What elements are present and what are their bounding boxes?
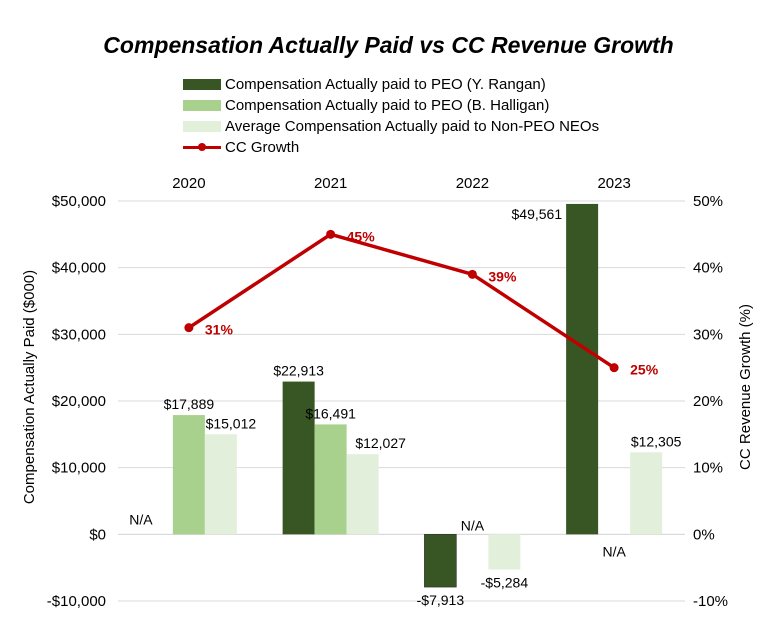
- y2-tick-label: 50%: [693, 193, 723, 210]
- legend-label-halligan: Compensation Actually paid to PEO (B. Ha…: [225, 97, 550, 114]
- bar-data-label: $17,889: [164, 396, 215, 412]
- y2-tick-label: 40%: [693, 260, 723, 277]
- cc-growth-label: 31%: [205, 322, 234, 338]
- x-category-label: 2023: [597, 175, 630, 192]
- y-axis-title: Compensation Actually Paid ($000): [21, 270, 38, 504]
- bar-data-label: $12,305: [631, 433, 682, 449]
- bar: [488, 534, 521, 570]
- bar-data-label: N/A: [129, 511, 153, 527]
- legend-swatch-halligan: [183, 100, 221, 111]
- legend-item-halligan: Compensation Actually paid to PEO (B. Ha…: [183, 95, 599, 116]
- y-tick-label: $30,000: [52, 326, 106, 343]
- legend: Compensation Actually paid to PEO (Y. Ra…: [183, 74, 599, 158]
- legend-swatch-rangan: [183, 79, 221, 90]
- bar-data-label: $15,012: [206, 415, 257, 431]
- y2-tick-label: 30%: [693, 326, 723, 343]
- bar-data-label: $22,913: [273, 363, 324, 379]
- y-tick-label: $50,000: [52, 193, 106, 210]
- bar-data-label: $12,027: [355, 435, 406, 451]
- cc-growth-point: [609, 363, 619, 373]
- y-tick-label: $0: [89, 526, 106, 543]
- cc-growth-label: 45%: [347, 228, 376, 244]
- bar: [314, 424, 347, 535]
- cc-growth-point: [326, 229, 336, 239]
- y-tick-label: $20,000: [52, 393, 106, 410]
- bar: [630, 452, 663, 535]
- y-tick-label: $40,000: [52, 260, 106, 277]
- cc-growth-label: 25%: [630, 362, 659, 378]
- bar-data-label: N/A: [461, 517, 485, 533]
- bar-data-label: N/A: [602, 543, 626, 559]
- cc-growth-point: [184, 323, 194, 333]
- legend-item-rangan: Compensation Actually paid to PEO (Y. Ra…: [183, 74, 599, 95]
- bar-data-label: $16,491: [305, 405, 356, 421]
- y2-tick-label: 20%: [693, 393, 723, 410]
- legend-swatch-non-peo: [183, 121, 221, 132]
- bar: [346, 454, 379, 535]
- bar: [282, 381, 315, 535]
- legend-item-cc-growth: CC Growth: [183, 137, 599, 158]
- x-category-label: 2020: [172, 175, 205, 192]
- legend-label-non-peo: Average Compensation Actually paid to No…: [225, 118, 600, 135]
- chart-title: Compensation Actually Paid vs CC Revenue…: [103, 32, 674, 58]
- x-category-label: 2021: [314, 175, 347, 192]
- cc-growth-point: [467, 269, 477, 279]
- bar-data-label: -$7,913: [417, 592, 465, 608]
- cc-growth-label: 39%: [488, 268, 517, 284]
- y-tick-label: $10,000: [52, 460, 106, 477]
- legend-label-cc-growth: CC Growth: [225, 139, 300, 156]
- y2-axis-title: CC Revenue Growth (%): [737, 304, 754, 470]
- legend-swatch-cc-growth: [183, 142, 221, 153]
- bar: [172, 415, 205, 535]
- bar: [424, 534, 457, 588]
- bar-data-label: -$5,284: [481, 575, 529, 591]
- cc-growth-line: [187, 232, 616, 370]
- bar: [204, 434, 237, 535]
- y-tick-label: -$10,000: [47, 593, 106, 610]
- y2-tick-label: 10%: [693, 460, 723, 477]
- x-category-label: 2022: [456, 175, 489, 192]
- bar-data-label: $49,561: [512, 206, 563, 222]
- bar: [566, 203, 599, 535]
- legend-label-rangan: Compensation Actually paid to PEO (Y. Ra…: [225, 76, 546, 93]
- y2-tick-label: 0%: [693, 526, 715, 543]
- y2-tick-label: -10%: [693, 593, 728, 610]
- legend-item-non-peo: Average Compensation Actually paid to No…: [183, 116, 599, 137]
